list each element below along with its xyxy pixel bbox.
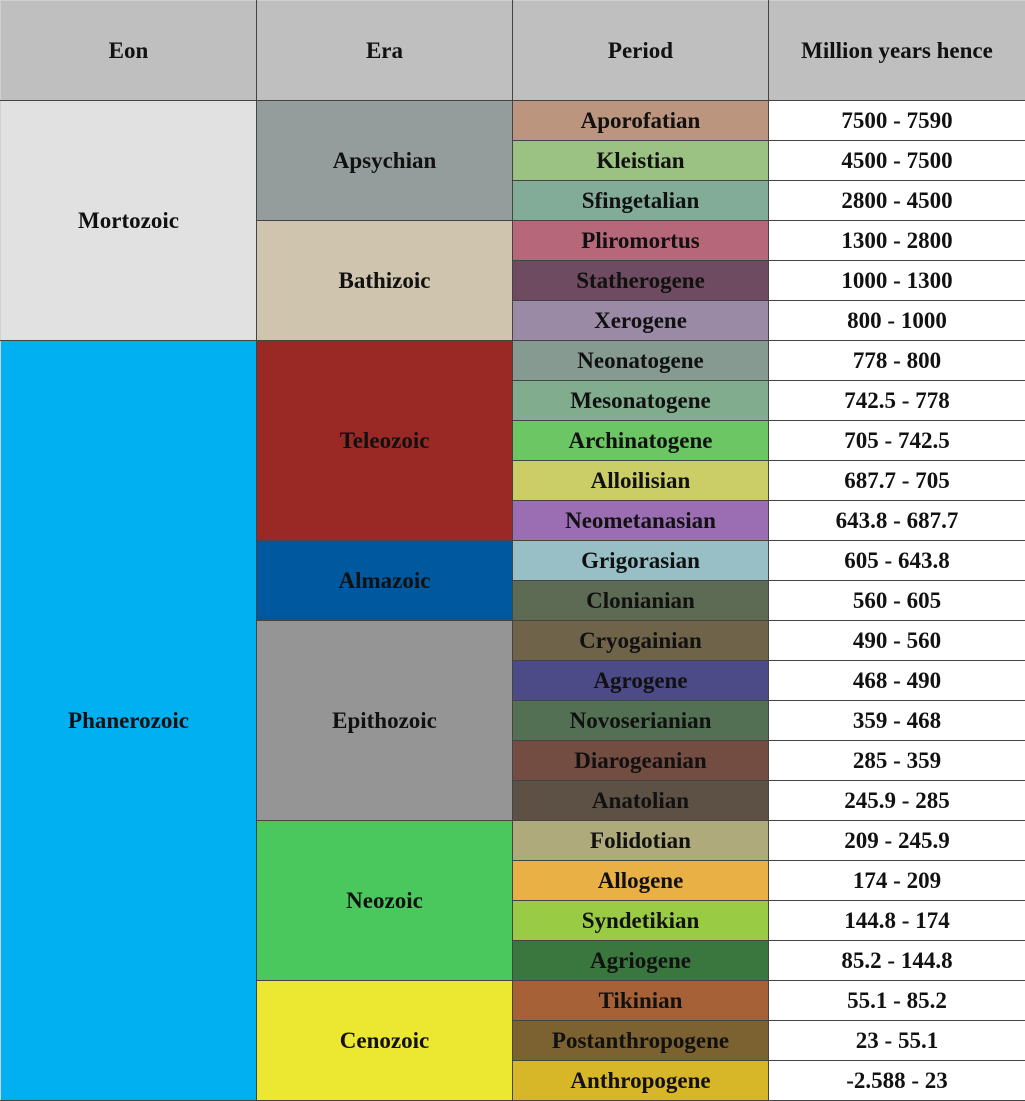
period-cell: Sfingetalian (512, 180, 769, 221)
period-cell: Postanthropogene (512, 1020, 769, 1061)
period-cell: Pliromortus (512, 220, 769, 261)
period-cell: Grigorasian (512, 540, 769, 581)
era-cell-cenozoic: Cenozoic (256, 980, 513, 1101)
period-cell: Cryogainian (512, 620, 769, 661)
eon-cell-mortozoic: Mortozoic (0, 100, 257, 341)
period-cell: Diarogeanian (512, 740, 769, 781)
header-row: Eon Era Period Million years hence (0, 0, 1025, 101)
period-cell: Syndetikian (512, 900, 769, 941)
period-cell: Clonianian (512, 580, 769, 621)
range-cell: 245.9 - 285 (768, 780, 1025, 821)
period-cell: Mesonatogene (512, 380, 769, 421)
period-cell: Anthropogene (512, 1060, 769, 1101)
table-row: Postanthropogene 23 - 55.1 (1, 1020, 1025, 1061)
period-cell: Neometanasian (512, 500, 769, 541)
period-cell: Anatolian (512, 780, 769, 821)
range-cell: 85.2 - 144.8 (768, 940, 1025, 981)
era-cell-teleozoic: Teleozoic (256, 340, 513, 541)
table-row: Mesonatogene 742.5 - 778 (1, 380, 1025, 421)
era-cell-apsychian: Apsychian (256, 100, 513, 221)
table-row: Clonianian 560 - 605 (1, 580, 1025, 621)
table-row: Anthropogene -2.588 - 23 (1, 1060, 1025, 1101)
period-cell: Archinatogene (512, 420, 769, 461)
table-row: Sfingetalian 2800 - 4500 (1, 180, 1025, 221)
range-cell: 800 - 1000 (768, 300, 1025, 341)
range-cell: 209 - 245.9 (768, 820, 1025, 861)
header-era: Era (256, 0, 513, 101)
range-cell: 285 - 359 (768, 740, 1025, 781)
period-cell: Xerogene (512, 300, 769, 341)
table-row: Xerogene 800 - 1000 (1, 300, 1025, 341)
table-row: Syndetikian 144.8 - 174 (1, 900, 1025, 941)
range-cell: 643.8 - 687.7 (768, 500, 1025, 541)
range-cell: 778 - 800 (768, 340, 1025, 381)
table-row: Cenozoic Tikinian 55.1 - 85.2 (1, 980, 1025, 1101)
period-cell: Agrogene (512, 660, 769, 701)
range-cell: 560 - 605 (768, 580, 1025, 621)
era-cell-epithozoic: Epithozoic (256, 620, 513, 821)
header-range: Million years hence (768, 0, 1025, 101)
range-cell: 705 - 742.5 (768, 420, 1025, 461)
range-cell: 468 - 490 (768, 660, 1025, 701)
range-cell: 359 - 468 (768, 700, 1025, 741)
period-cell: Tikinian (512, 980, 769, 1021)
period-cell: Statherogene (512, 260, 769, 301)
period-cell: Neonatogene (512, 340, 769, 381)
period-cell: Kleistian (512, 140, 769, 181)
range-cell: 7500 - 7590 (768, 100, 1025, 141)
range-cell: 144.8 - 174 (768, 900, 1025, 941)
range-cell: 490 - 560 (768, 620, 1025, 661)
era-cell-neozoic: Neozoic (256, 820, 513, 981)
range-cell: 605 - 643.8 (768, 540, 1025, 581)
table-body: Mortozoic Apsychian Aporofatian 7500 - 7… (0, 100, 1025, 1101)
table-row: Epithozoic Cryogainian 490 - 560 (1, 620, 1025, 821)
range-cell: 687.7 - 705 (768, 460, 1025, 501)
era-cell-bathizoic: Bathizoic (256, 220, 513, 341)
eon-cell-phanerozoic: Phanerozoic (0, 340, 257, 1101)
table-row: Anatolian 245.9 - 285 (1, 780, 1025, 821)
table-row: Mortozoic Apsychian Aporofatian 7500 - 7… (0, 100, 1025, 341)
table-row: Statherogene 1000 - 1300 (1, 260, 1025, 301)
period-cell: Agriogene (512, 940, 769, 981)
era-cell-almazoic: Almazoic (256, 540, 513, 621)
range-cell: 23 - 55.1 (768, 1020, 1025, 1061)
period-cell: Folidotian (512, 820, 769, 861)
range-cell: 174 - 209 (768, 860, 1025, 901)
table-row: Bathizoic Pliromortus 1300 - 2800 (1, 220, 1025, 341)
period-cell: Novoserianian (512, 700, 769, 741)
table-row: Neozoic Folidotian 209 - 245.9 (1, 820, 1025, 981)
table-row: Almazoic Grigorasian 605 - 643.8 (1, 540, 1025, 621)
table-row: Diarogeanian 285 - 359 (1, 740, 1025, 781)
table-row: Neometanasian 643.8 - 687.7 (1, 500, 1025, 541)
header-period: Period (512, 0, 769, 101)
period-cell: Aporofatian (512, 100, 769, 141)
header-eon: Eon (0, 0, 257, 101)
range-cell: 55.1 - 85.2 (768, 980, 1025, 1021)
range-cell: 742.5 - 778 (768, 380, 1025, 421)
table-row: Novoserianian 359 - 468 (1, 700, 1025, 741)
range-cell: 4500 - 7500 (768, 140, 1025, 181)
range-cell: -2.588 - 23 (768, 1060, 1025, 1101)
period-cell: Alloilisian (512, 460, 769, 501)
table-row: Kleistian 4500 - 7500 (1, 140, 1025, 181)
range-cell: 1300 - 2800 (768, 220, 1025, 261)
range-cell: 1000 - 1300 (768, 260, 1025, 301)
range-cell: 2800 - 4500 (768, 180, 1025, 221)
table-row: Archinatogene 705 - 742.5 (1, 420, 1025, 461)
period-cell: Allogene (512, 860, 769, 901)
table-row: Phanerozoic Teleozoic Neonatogene 778 - … (0, 340, 1025, 1101)
